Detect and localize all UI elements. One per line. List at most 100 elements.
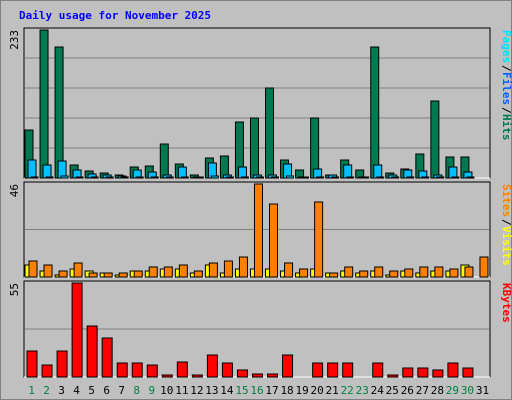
legend-hits: Hits [500, 114, 512, 141]
bar-hits [430, 100, 440, 179]
day-label: 27 [416, 384, 429, 397]
bar-sites [148, 266, 158, 278]
bar-sites [253, 183, 263, 278]
bar-sites [479, 256, 489, 278]
bar-kbytes [372, 362, 384, 378]
legend-hits-panel: Pages/Files/Hits [500, 30, 512, 141]
legend-pages: Pages [500, 30, 512, 63]
bar-kbytes [206, 354, 218, 378]
bar-sites [464, 266, 474, 278]
bar-files [237, 166, 247, 179]
bar-kbytes [86, 325, 98, 378]
bar-kbytes [26, 350, 38, 378]
bar-sites [359, 270, 369, 278]
bar-sites [118, 272, 128, 278]
bar-kbytes [327, 362, 339, 378]
bar-sites [329, 272, 339, 278]
bar-pages [255, 176, 264, 179]
legend-kbytes-panel: KBytes [500, 283, 512, 323]
bar-pages [271, 176, 280, 179]
bar-pages [346, 176, 355, 179]
day-label: 22 [341, 384, 354, 397]
bar-kbytes [56, 350, 68, 378]
bar-sites [193, 270, 203, 278]
y-max-kbytes: 55 [8, 283, 21, 296]
bar-kbytes [176, 361, 188, 378]
bar-sites [43, 264, 53, 278]
legend-separator: / [500, 65, 512, 72]
bar-sites [178, 264, 188, 278]
bar-kbytes [131, 362, 143, 378]
day-label: 8 [133, 384, 140, 397]
day-label: 2 [43, 384, 50, 397]
bar-kbytes [342, 362, 354, 378]
day-label: 28 [431, 384, 444, 397]
bar-sites [58, 270, 68, 278]
day-label: 12 [190, 384, 203, 397]
bar-pages [316, 176, 325, 179]
day-label: 4 [73, 384, 80, 397]
bar-pages [406, 176, 415, 179]
bar-pages [451, 176, 460, 179]
bar-files [177, 166, 187, 179]
day-label: 11 [175, 384, 188, 397]
day-label: 23 [356, 384, 369, 397]
day-label: 24 [371, 384, 385, 397]
day-label: 15 [235, 384, 248, 397]
bar-hits [54, 46, 64, 179]
day-label: 17 [265, 384, 278, 397]
bar-pages [240, 176, 249, 179]
day-label: 6 [103, 384, 110, 397]
y-max-hits: 233 [8, 30, 21, 50]
day-label: 9 [148, 384, 155, 397]
bar-kbytes [41, 364, 53, 378]
bar-pages [120, 176, 129, 179]
bar-files [448, 166, 458, 179]
day-label: 7 [118, 384, 125, 397]
bar-pages [45, 176, 54, 179]
bar-pages [210, 175, 219, 179]
bar-sites [103, 272, 113, 278]
day-label: 10 [160, 384, 173, 397]
day-label: 16 [250, 384, 263, 397]
bar-pages [466, 176, 475, 179]
bar-kbytes [432, 369, 444, 378]
bar-kbytes [251, 373, 263, 378]
bar-files [57, 160, 67, 179]
day-label: 31 [476, 384, 489, 397]
bar-sites [434, 266, 444, 278]
bar-hits [159, 143, 169, 179]
bar-pages [90, 176, 99, 179]
legend-sites-panel: Sites /Visits [500, 184, 512, 266]
bar-kbytes [191, 374, 203, 378]
bar-kbytes [312, 362, 324, 378]
legend-files: Files [500, 72, 512, 105]
bar-pages [421, 176, 430, 179]
bar-pages [391, 176, 400, 179]
bar-pages [150, 176, 159, 179]
bar-sites [163, 266, 173, 278]
bar-sites [419, 266, 429, 278]
bar-hits [370, 46, 380, 179]
bar-sites [404, 268, 414, 278]
bar-kbytes [417, 367, 429, 378]
day-label: 25 [386, 384, 399, 397]
bar-kbytes [402, 367, 414, 378]
y-max-sites: 46 [8, 184, 21, 197]
bar-sites [73, 262, 83, 278]
bar-sites [269, 203, 279, 278]
bar-hits [39, 29, 49, 179]
bar-pages [75, 176, 84, 179]
bar-pages [60, 175, 69, 179]
bar-pages [195, 176, 204, 179]
bar-sites [374, 266, 384, 278]
bar-sites [284, 262, 294, 278]
bar-pages [436, 176, 445, 179]
bar-files [343, 164, 353, 179]
bar-sites [449, 268, 459, 278]
day-label: 30 [461, 384, 474, 397]
bar-pages [301, 176, 310, 179]
bar-kbytes [221, 362, 233, 378]
day-label: 19 [295, 384, 308, 397]
